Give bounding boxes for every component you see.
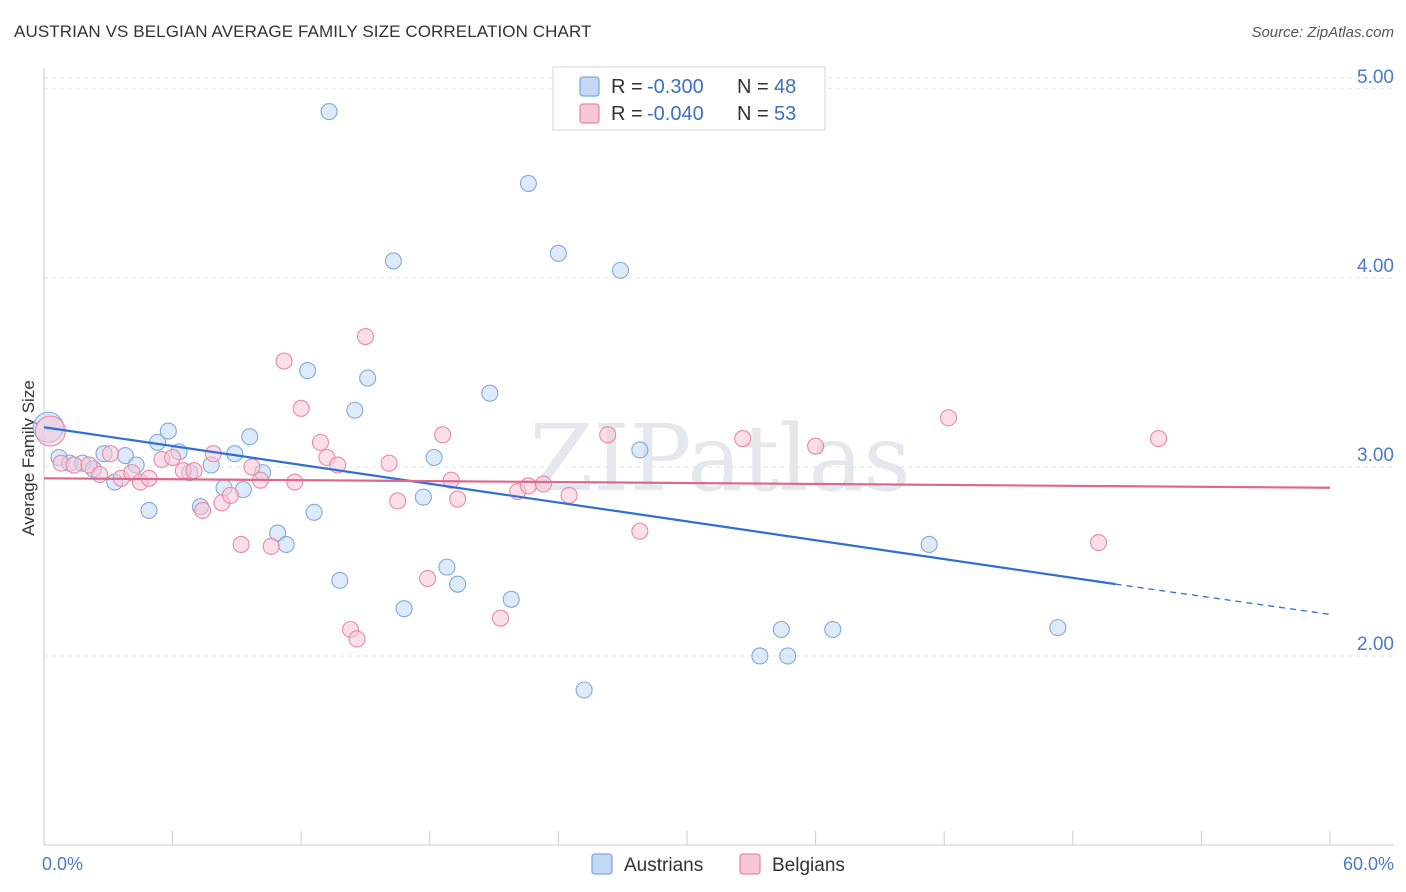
- belgians-point-36: [449, 490, 467, 508]
- austrians-point-23: [299, 361, 317, 380]
- belgians-point-44: [734, 430, 752, 448]
- belgians-point-17: [221, 486, 240, 504]
- belgians-point-23: [286, 473, 304, 491]
- austrians-point-42: [751, 647, 769, 665]
- austrians-point-27: [346, 401, 364, 419]
- austrians-point-35: [481, 384, 499, 402]
- legend-n-value-austrians: 48: [774, 76, 796, 98]
- belgians-point-45: [807, 437, 825, 455]
- source-label: Source: ZipAtlas.com: [1251, 24, 1394, 41]
- belgians-point-14: [194, 501, 212, 519]
- belgians-point-47: [1089, 534, 1108, 552]
- trend-lines: [43, 426, 1331, 616]
- austrians-point-41: [631, 441, 649, 459]
- belgians-point-22: [275, 352, 293, 370]
- legend-swatch-austrians: [579, 76, 600, 97]
- austrians-point-22: [277, 535, 295, 554]
- austrians-trend-line: [43, 426, 1116, 586]
- austrians-point-9: [140, 501, 158, 519]
- belgians-point-29: [348, 630, 366, 648]
- x-tick-labels: 0.0% 60.0%: [42, 854, 1394, 874]
- belgians-point-43: [631, 522, 649, 540]
- legend-n-value-belgians: 53: [774, 103, 796, 125]
- axes: [43, 68, 1394, 846]
- data-points: [32, 103, 1168, 699]
- bottom-legend-belgians: Belgians: [772, 855, 845, 876]
- austrians-point-11: [159, 422, 177, 440]
- belgians-point-5: [101, 445, 119, 463]
- belgians-point-31: [380, 454, 398, 472]
- legend-r-value-belgians: -0.040: [647, 103, 704, 125]
- austrians-point-44: [779, 647, 797, 665]
- x-tick-label-1: 60.0%: [1343, 854, 1394, 874]
- belgians-point-32: [389, 492, 407, 510]
- gridlines: [44, 77, 1394, 657]
- austrians-point-30: [395, 600, 413, 618]
- y-tick-label-2: 4.00: [1357, 256, 1394, 277]
- legend-r-label-austrians: R =: [611, 76, 643, 98]
- austrians-point-40: [612, 261, 630, 279]
- bottom-legend-swatch-belgians: [739, 853, 761, 875]
- legend-r-label-belgians: R =: [611, 103, 643, 125]
- legend-box: R = -0.300 N = 48 R = -0.040 N = 53: [552, 66, 826, 131]
- belgians-point-24: [292, 399, 310, 417]
- belgians-point-41: [560, 486, 578, 504]
- belgians-point-3: [80, 456, 98, 474]
- belgians-point-30: [356, 327, 375, 346]
- austrians-point-38: [549, 244, 567, 262]
- austrians-point-33: [438, 558, 456, 576]
- belgians-point-0: [34, 415, 66, 447]
- austrians-point-29: [384, 252, 402, 270]
- belgians-point-21: [262, 537, 280, 555]
- belgians-point-42: [599, 426, 617, 444]
- y-tick-label-0: 2.00: [1357, 634, 1394, 655]
- belgians-point-11: [164, 448, 182, 467]
- y-tick-labels: 2.00 3.00 4.00 5.00: [1357, 67, 1394, 655]
- belgians-point-4: [91, 465, 109, 484]
- austrians-point-24: [305, 503, 323, 521]
- austrians-trend-extension: [1115, 583, 1331, 616]
- watermark: ZIPatlas: [529, 405, 910, 512]
- austrians-point-37: [519, 174, 537, 192]
- belgians-trend-line: [43, 477, 1331, 489]
- austrians-point-25: [320, 103, 338, 121]
- bottom-legend-austrians: Austrians: [624, 855, 703, 876]
- y-tick-label-3: 5.00: [1357, 67, 1394, 88]
- belgians-point-34: [434, 426, 452, 444]
- austrians-point-32: [425, 448, 443, 467]
- austrians-point-36: [502, 590, 520, 608]
- x-tick-label-0: 0.0%: [42, 854, 83, 874]
- austrians-point-45: [824, 620, 842, 639]
- belgians-point-33: [419, 569, 437, 588]
- belgians-point-18: [232, 535, 250, 554]
- belgians-point-2: [65, 456, 83, 474]
- austrians-point-26: [331, 571, 349, 589]
- legend-r-value-austrians: -0.300: [647, 76, 704, 98]
- austrians-point-28: [359, 369, 377, 387]
- bottom-legend: Austrians Belgians: [591, 853, 845, 876]
- y-tick-label-1: 3.00: [1357, 445, 1394, 466]
- belgians-point-37: [491, 609, 510, 627]
- austrians-point-34: [449, 575, 467, 593]
- belgians-point-13: [185, 462, 203, 480]
- belgians-point-25: [311, 433, 330, 451]
- belgians-point-48: [1149, 430, 1168, 448]
- austrians-point-39: [575, 681, 593, 699]
- austrians-point-31: [414, 488, 432, 506]
- legend-n-label-austrians: N =: [737, 76, 769, 98]
- belgians-point-39: [519, 477, 537, 495]
- belgians-point-46: [939, 409, 958, 427]
- legend-swatch-belgians: [579, 103, 600, 124]
- austrians-point-19: [241, 428, 259, 446]
- chart-title: AUSTRIAN VS BELGIAN AVERAGE FAMILY SIZE …: [14, 22, 592, 41]
- austrians-point-43: [772, 620, 790, 639]
- bottom-legend-swatch-austrians: [591, 853, 613, 875]
- legend-n-label-belgians: N =: [737, 103, 769, 125]
- belgians-point-19: [243, 458, 261, 476]
- austrians-point-47: [1049, 619, 1067, 637]
- austrians-point-46: [920, 535, 938, 554]
- belgians-point-40: [534, 475, 552, 493]
- y-axis-label: Average Family Size: [19, 380, 38, 536]
